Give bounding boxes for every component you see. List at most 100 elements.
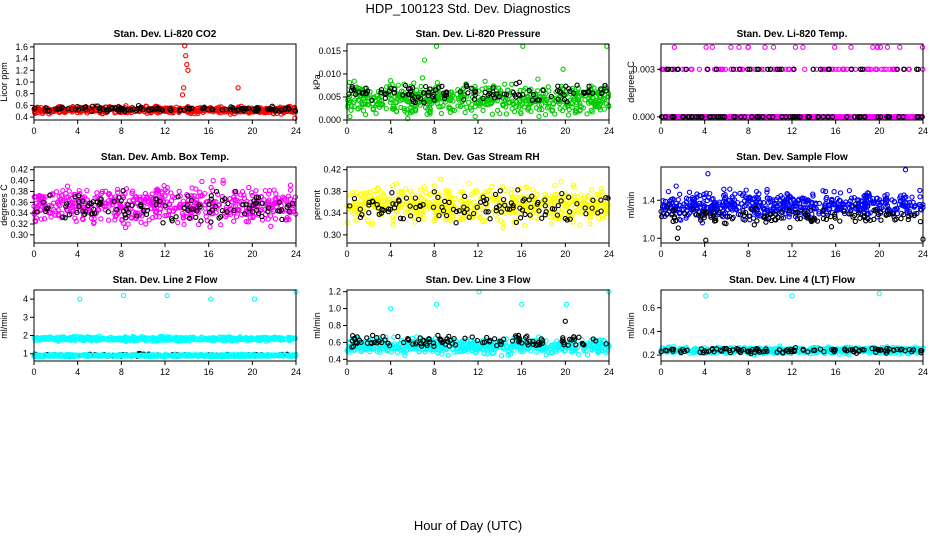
data-point: [208, 296, 214, 302]
data-point: [565, 112, 572, 118]
data-point: [88, 106, 95, 112]
data-point: [364, 217, 371, 224]
x-tick-label: 12: [787, 126, 797, 136]
data-point: [233, 214, 240, 220]
data-point: [802, 66, 808, 72]
data-point: [454, 91, 460, 97]
data-point: [272, 106, 278, 112]
data-point: [482, 78, 488, 84]
data-point: [117, 105, 123, 111]
data-point: [150, 106, 156, 112]
x-tick-label: 4: [388, 249, 393, 259]
data-point: [721, 186, 727, 192]
data-point: [252, 108, 258, 114]
y-tick-label: 0.015: [318, 46, 341, 56]
data-point: [271, 187, 277, 193]
x-tick-label: 4: [702, 249, 707, 259]
y-axis-label: percent: [312, 189, 322, 220]
data-point: [138, 219, 144, 225]
data-point: [179, 92, 186, 98]
data-point: [584, 111, 590, 117]
y-tick-label: 0.34: [323, 208, 341, 218]
data-point: [557, 106, 563, 112]
data-point: [589, 187, 595, 193]
data-point: [727, 186, 733, 192]
data-point: [43, 105, 49, 111]
y-axis-label: degrees C: [0, 184, 9, 226]
data-point: [503, 111, 510, 117]
data-point: [517, 215, 524, 221]
y-tick-label: 0.32: [10, 219, 28, 229]
data-point: [846, 187, 853, 194]
data-point: [32, 105, 38, 111]
data-point: [497, 110, 503, 117]
data-point: [245, 105, 252, 111]
chart-panel: Stan. Dev. Amb. Box Temp.0 4 8 12 16 20 240.30…: [0, 152, 301, 259]
x-tick-label: 12: [160, 249, 170, 259]
data-point: [160, 220, 166, 226]
data-point: [917, 218, 924, 225]
x-tick-label: 0: [658, 126, 663, 136]
data-point: [739, 201, 745, 207]
data-point: [573, 91, 579, 97]
data-point: [837, 218, 843, 224]
x-tick-label: 8: [746, 126, 751, 136]
data-point: [395, 82, 401, 88]
x-tick-label: 0: [344, 126, 349, 136]
data-point: [468, 107, 475, 113]
data-point: [114, 186, 121, 193]
data-point: [92, 103, 98, 109]
data-point: [751, 222, 757, 228]
data-point: [438, 110, 445, 117]
x-tick-label: 16: [517, 249, 527, 259]
data-point: [472, 97, 478, 103]
data-point: [574, 96, 580, 102]
data-point: [502, 187, 508, 194]
data-point: [517, 87, 523, 94]
data-point: [418, 83, 424, 90]
data-point: [353, 217, 359, 223]
x-tick-label: 24: [604, 249, 614, 259]
data-point: [828, 224, 835, 230]
y-tick-label: 0.30: [323, 230, 341, 240]
data-point: [870, 44, 876, 50]
data-point: [77, 296, 83, 302]
chart-title: Stan. Dev. Li-820 Pressure: [416, 29, 541, 40]
data-point: [128, 107, 134, 113]
data-point: [505, 87, 511, 93]
x-tick-label: 24: [918, 249, 928, 259]
data-point: [416, 216, 422, 223]
data-point: [438, 104, 444, 110]
data-point: [164, 292, 170, 299]
data-point: [438, 176, 444, 182]
data-point: [472, 113, 478, 120]
data-point: [601, 106, 607, 112]
data-point: [787, 224, 793, 231]
x-tick-label: 4: [75, 249, 80, 259]
series-all-samples-low: [31, 351, 299, 360]
data-point: [677, 191, 683, 197]
series-all-samples: [344, 176, 611, 231]
data-point: [173, 214, 179, 220]
data-point: [884, 44, 891, 50]
data-point: [516, 99, 523, 105]
data-point: [231, 218, 237, 224]
chart-title: Stan. Dev. Li-820 Temp.: [737, 29, 848, 40]
x-tick-label: 8: [119, 249, 124, 259]
x-tick-label: 16: [831, 126, 841, 136]
x-tick-label: 12: [160, 126, 170, 136]
data-point: [736, 44, 742, 50]
data-point: [852, 218, 858, 225]
x-tick-label: 20: [247, 126, 257, 136]
data-point: [360, 108, 367, 114]
data-point: [546, 103, 552, 109]
x-tick-label: 0: [658, 249, 663, 259]
data-point: [265, 216, 271, 222]
data-point: [133, 108, 140, 114]
data-point: [356, 97, 362, 104]
x-tick-label: 20: [874, 249, 884, 259]
data-point: [423, 83, 429, 90]
data-point: [558, 179, 564, 185]
data-point: [176, 188, 182, 195]
data-point: [542, 111, 549, 118]
